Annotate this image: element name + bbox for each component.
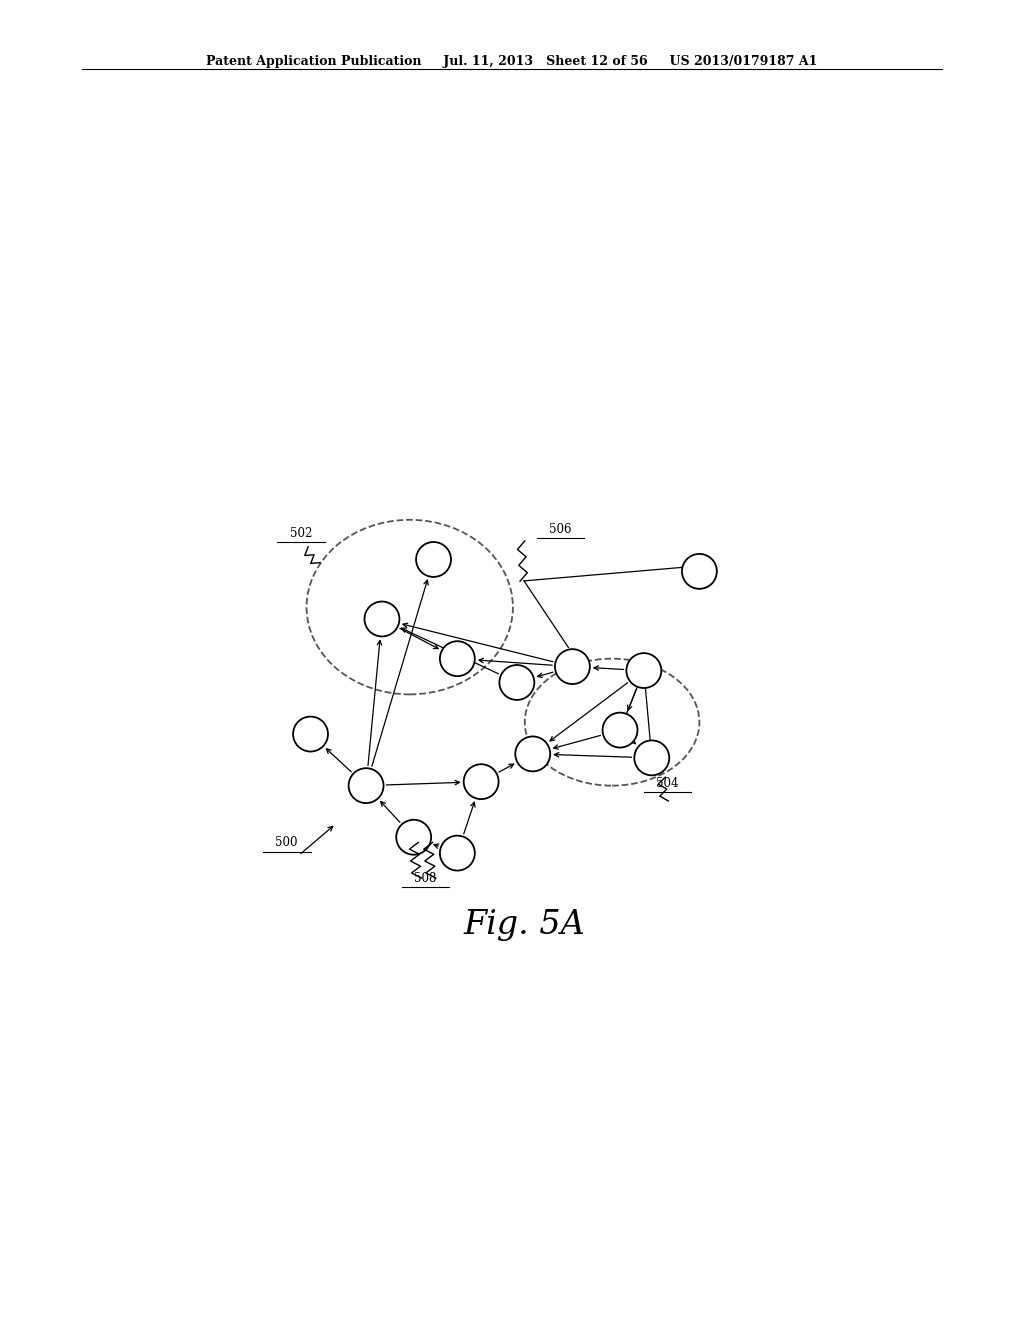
Circle shape	[500, 665, 535, 700]
Circle shape	[440, 836, 475, 871]
Circle shape	[396, 820, 431, 854]
Circle shape	[348, 768, 384, 803]
Text: 500: 500	[275, 836, 298, 849]
Circle shape	[365, 602, 399, 636]
Circle shape	[293, 717, 328, 751]
Text: Fig. 5A: Fig. 5A	[464, 908, 586, 941]
Text: 502: 502	[290, 527, 312, 540]
Circle shape	[627, 653, 662, 688]
Text: 506: 506	[549, 523, 571, 536]
Text: 508: 508	[415, 871, 437, 884]
Circle shape	[464, 764, 499, 799]
Circle shape	[602, 713, 638, 747]
Circle shape	[440, 642, 475, 676]
Circle shape	[682, 554, 717, 589]
Circle shape	[555, 649, 590, 684]
Circle shape	[634, 741, 670, 775]
Circle shape	[416, 543, 451, 577]
Circle shape	[515, 737, 550, 771]
Text: 504: 504	[656, 776, 679, 789]
Text: Patent Application Publication     Jul. 11, 2013   Sheet 12 of 56     US 2013/01: Patent Application Publication Jul. 11, …	[206, 55, 818, 69]
